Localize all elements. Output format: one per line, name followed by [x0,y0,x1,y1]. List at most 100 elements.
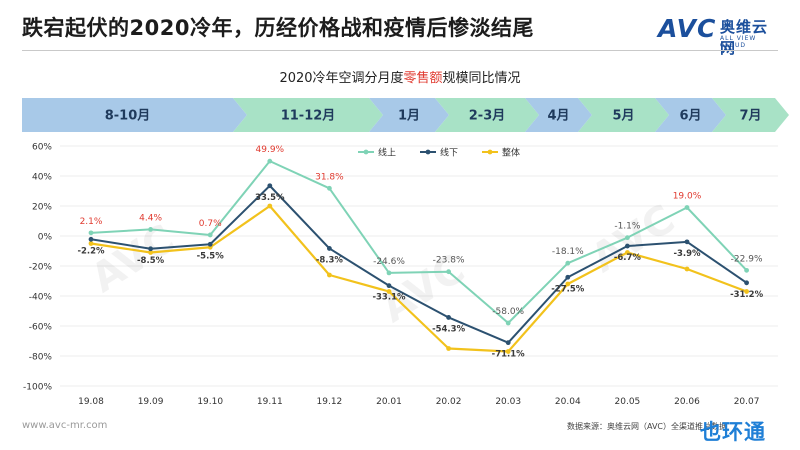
y-tick-label: 60% [32,143,52,153]
data-point [207,241,213,247]
data-label: 19.0% [673,192,702,202]
data-label: 33.5% [255,193,285,203]
data-label: 31.8% [315,172,344,182]
y-tick-label: 0% [38,233,53,243]
x-tick-label: 20.07 [734,397,760,407]
period-band-arrow [233,98,383,132]
period-band-label: 7月 [739,109,761,124]
legend-marker [487,149,493,155]
data-label: 49.9% [256,145,285,155]
x-tick-label: 20.06 [674,397,700,407]
data-label: -71.1% [492,350,525,360]
period-band-label: 4月 [547,109,569,124]
data-source-note: 数据来源：奥维云网（AVC）全渠道推总数据 [567,422,728,431]
data-label: -24.6% [373,257,405,267]
data-point [505,349,511,354]
data-label: -22.9% [731,254,763,264]
data-label: -5.5% [197,251,225,261]
data-label: -8.3% [316,255,344,265]
data-point [327,246,332,251]
data-point [505,320,511,326]
data-label: -58.0% [492,307,524,317]
data-point [267,158,273,164]
data-label: -6.7% [614,253,642,263]
data-point [327,185,332,191]
data-point [565,281,571,287]
corner-watermark: 也环通 [700,420,766,444]
series-line [90,184,748,344]
data-label: -23.8% [433,256,465,266]
data-point [148,227,154,232]
period-band-arrow [22,98,247,132]
period-band-label: 11-12月 [281,109,336,124]
chart-title-prefix: 2020冷年空调分月度 [279,71,404,86]
y-tick-label: -60% [29,323,53,333]
series-line [90,204,747,353]
data-point [744,289,749,294]
x-tick-label: 20.03 [495,397,521,407]
data-point [744,280,749,286]
period-band-arrow [369,98,449,132]
data-point [148,246,154,252]
period-band-label: 8-10月 [105,109,151,124]
period-band-arrow [525,98,592,132]
page-title: 跌宕起伏的2020冷年，历经价格战和疫情后惨淡结尾 [22,16,534,40]
footer-url: www.avc-mr.com [22,420,108,431]
legend-label: 线下 [440,147,458,159]
period-band-arrow [712,98,789,132]
x-tick-label: 19.12 [317,397,343,407]
logo-brand: AVC [658,14,717,43]
data-point [446,346,451,351]
avc-logo: AVC 奥维云网 ALL VIEW CLOUD [658,14,778,57]
chart-title-suffix: 规模同比情况 [442,71,521,86]
x-tick-label: 20.01 [376,397,402,407]
data-label: 2.1% [80,217,103,227]
period-band-arrow [435,98,539,132]
period-band-label: 2-3月 [469,109,506,124]
data-label: -18.1% [552,247,584,257]
data-point [267,183,273,189]
y-tick-label: -20% [29,263,53,273]
x-tick-label: 20.02 [436,397,462,407]
data-label: -31.2% [730,290,763,300]
data-point [88,241,94,246]
x-tick-label: 19.08 [78,397,104,407]
data-label: -27.5% [551,284,584,294]
chart-title-highlight: 零售额 [403,71,443,86]
period-band-arrow [655,98,726,132]
data-label: -33.1% [372,293,405,303]
period-band-label: 5月 [612,109,634,124]
legend-marker [363,149,369,155]
x-tick-label: 19.10 [197,397,223,407]
watermark-brand: AVC [83,216,182,302]
chart-title: 2020冷年空调分月度零售额规模同比情况 [0,67,800,86]
data-label: -8.5% [137,256,165,266]
legend-label: 整体 [502,147,520,159]
data-point [684,266,690,272]
y-tick-label: -100% [23,383,52,393]
data-point [565,260,571,266]
data-label: 4.4% [139,213,162,223]
period-band-label: 6月 [679,109,701,124]
x-tick-label: 20.04 [555,397,581,407]
data-point [505,340,511,346]
data-point [386,270,392,276]
data-point [625,235,630,241]
data-point [88,230,94,236]
x-tick-label: 20.05 [615,397,641,407]
data-point [446,315,451,320]
period-band-label: 1月 [398,109,420,124]
y-tick-label: -80% [29,353,53,363]
data-point [684,205,690,210]
data-label: -2.2% [77,246,105,256]
data-point [207,232,213,238]
data-point [446,269,451,275]
data-label: -3.9% [673,249,701,259]
data-label: 0.7% [199,219,222,229]
x-tick-label: 19.09 [138,397,164,407]
data-point [327,272,332,278]
legend-label: 线上 [378,147,396,159]
y-tick-label: 20% [32,203,52,213]
x-tick-label: 19.11 [257,397,283,407]
